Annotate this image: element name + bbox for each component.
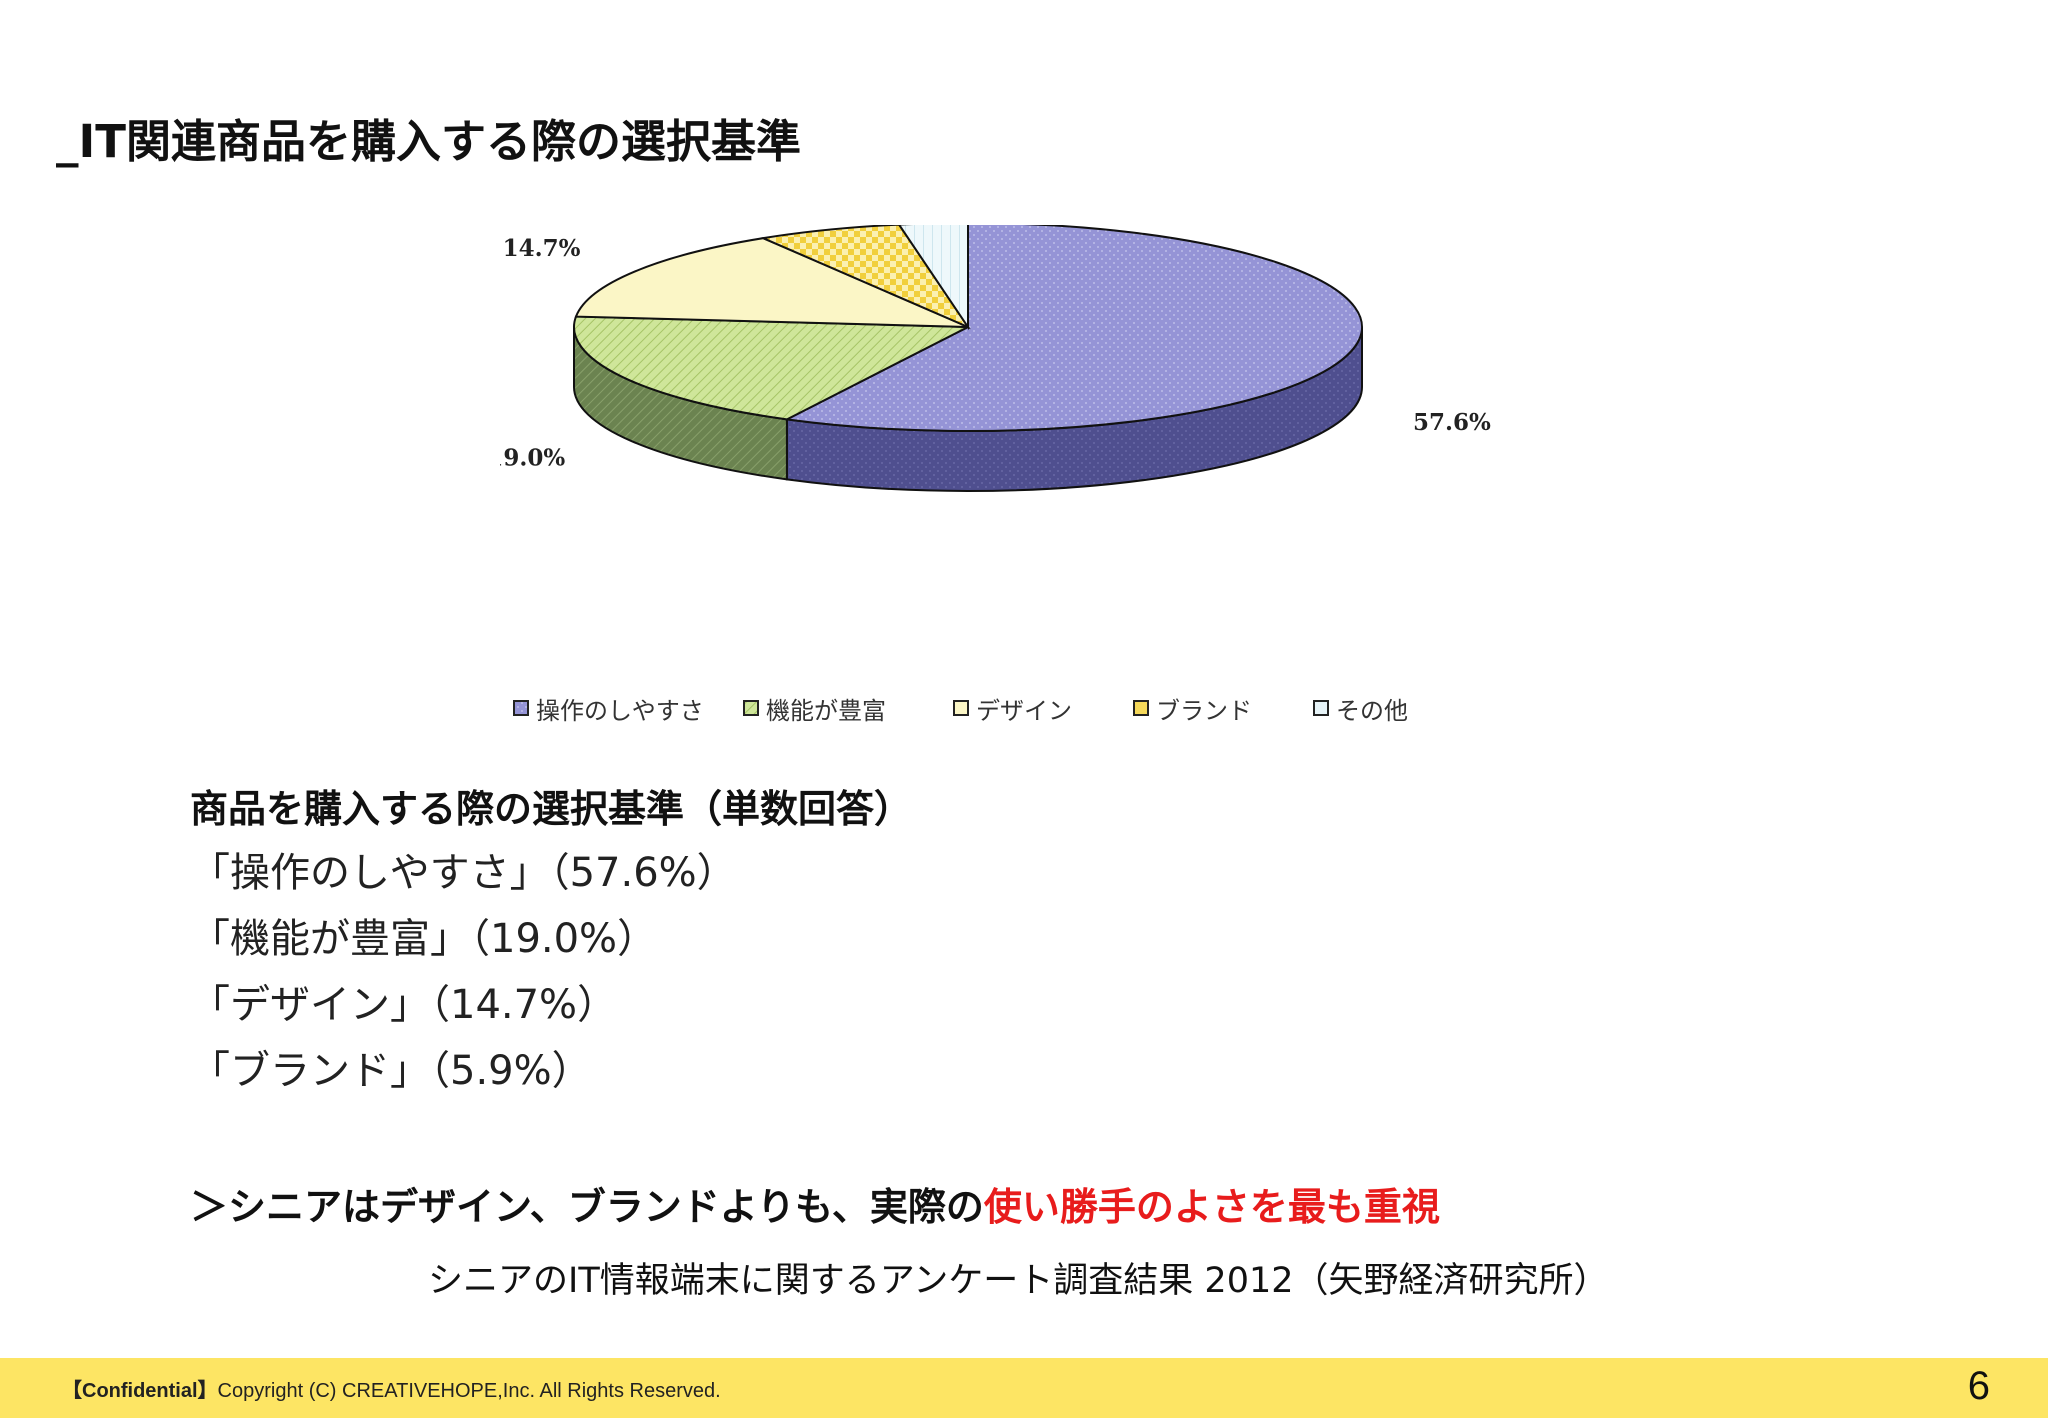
legend-swatch (953, 700, 969, 716)
pie-slice-3 (759, 225, 971, 330)
legend-swatch (743, 700, 759, 716)
pie-value-label: 57.6% (1413, 409, 1491, 436)
pie-value-label: 19.0% (500, 444, 565, 471)
confidential-label: 【Confidential】 (62, 1380, 218, 1402)
legend-item: 機能が豊富 (766, 697, 886, 725)
pie-labels: 57.6%19.0%14.7%5.9%2.8% (500, 235, 1491, 471)
summary-subtitle: 商品を購入する際の選択基準（単数回答） (190, 787, 913, 831)
list-item: 「機能が豊富」（19.0%） (190, 916, 658, 962)
pie-slice-0 (783, 225, 1363, 432)
pie-slice-1 (573, 315, 969, 421)
legend-item: 操作のしやすさ (536, 697, 704, 725)
legend-swatch (1313, 700, 1329, 716)
list-item: 「デザイン」（14.7%） (190, 982, 618, 1028)
conclusion-highlight: 使い勝手のよさを最も重視 (983, 1185, 1440, 1229)
footer-copyright: 【Confidential】Copyright (C) CREATIVEHOPE… (62, 1374, 721, 1403)
footer-bar: 【Confidential】Copyright (C) CREATIVEHOPE… (0, 1358, 2048, 1418)
page-number: 6 (1967, 1364, 1990, 1408)
pie-value-label: 14.7% (503, 235, 581, 262)
list-item: 「ブランド」（5.9%） (190, 1048, 592, 1094)
pie-chart-svg: 57.6%19.0%14.7%5.9%2.8% 操作のしやすさ機能が豊富デザイン… (500, 225, 1491, 725)
legend-item: その他 (1336, 697, 1408, 725)
conclusion: ＞シニアはデザイン、ブランドよりも、実際の使い勝手のよさを最も重視 (190, 1176, 1440, 1231)
list-item: 「操作のしやすさ」（57.6%） (190, 850, 737, 896)
pie-chart: 57.6%19.0%14.7%5.9%2.8% 操作のしやすさ機能が豊富デザイン… (500, 225, 1520, 755)
legend-item: ブランド (1156, 697, 1252, 725)
legend: 操作のしやすさ 機能が豊富 デザイン ブランド その他 (513, 697, 1408, 725)
slide-title: _IT関連商品を購入する際の選択基準 (56, 115, 801, 168)
pie-slice-4 (898, 225, 969, 331)
pie-tops (573, 225, 1363, 432)
source-citation: シニアのIT情報端末に関するアンケート調査結果 2012（矢野経済研究所） (428, 1261, 1609, 1301)
conclusion-prefix: ＞シニアはデザイン、ブランドよりも、実際の (190, 1185, 984, 1229)
legend-item: デザイン (976, 697, 1072, 725)
legend-swatch (513, 700, 529, 716)
pie-slice-2 (574, 237, 969, 328)
legend-swatch (1133, 700, 1149, 716)
summary-list: 「操作のしやすさ」（57.6%） 「機能が豊富」（19.0%） 「デザイン」（1… (190, 840, 737, 1104)
copyright-text: Copyright (C) CREATIVEHOPE,Inc. All Righ… (217, 1380, 721, 1402)
